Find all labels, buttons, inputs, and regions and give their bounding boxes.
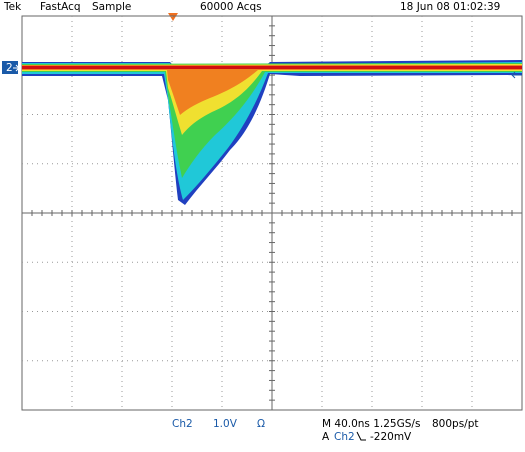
trigger-level-arrow [511, 71, 522, 79]
acq-count: 60000 Acqs [200, 1, 262, 13]
trace-outer [22, 60, 522, 205]
trigger-label: A [322, 431, 330, 443]
waveform [22, 60, 522, 205]
trigger-source: Ch2 [334, 431, 355, 443]
timestamp: 18 Jun 08 01:02:39 [400, 1, 500, 13]
brand: Tek [3, 1, 22, 13]
mode: FastAcq [40, 1, 81, 13]
trace-orange [22, 65, 522, 115]
channel-marker: 2 [6, 62, 13, 74]
trigger-level: -220mV [370, 431, 412, 443]
channel-arrow [13, 64, 20, 72]
acq-mode: Sample [92, 1, 131, 13]
trace-red [22, 66, 522, 69]
channel-marker-box [2, 61, 18, 74]
impedance: Ω [257, 418, 265, 430]
trigger-slope [356, 431, 366, 441]
timebase: M 40.0ns 1.25GS/s [322, 418, 420, 430]
volts-per-div: 1.0V [213, 418, 238, 430]
trigger-position [168, 13, 178, 21]
resolution: 800ps/pt [432, 418, 479, 430]
channel-label: Ch2 [172, 418, 193, 430]
